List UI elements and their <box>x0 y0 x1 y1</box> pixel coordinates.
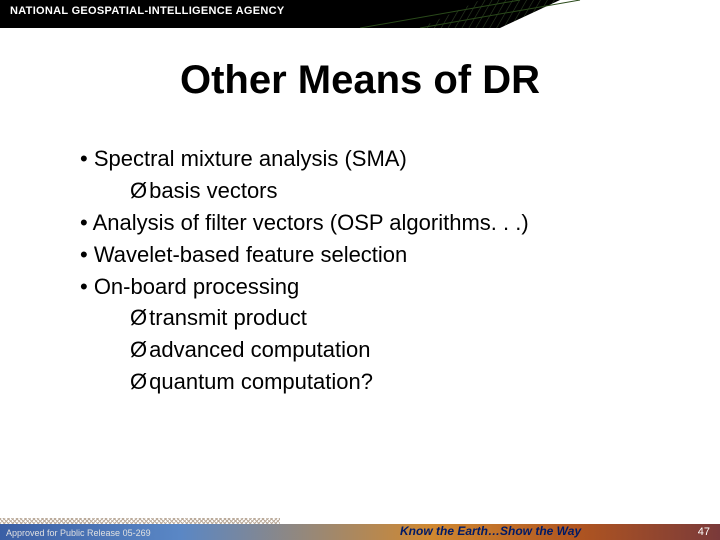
arrow-bullet-icon: Ø <box>130 178 147 203</box>
list-item-text: quantum computation? <box>149 369 373 394</box>
list-item-text: transmit product <box>149 305 307 330</box>
list-item-l2: Øbasis vectors <box>130 175 720 207</box>
header-bar: NATIONAL GEOSPATIAL-INTELLIGENCE AGENCY <box>0 0 720 28</box>
list-item-text: advanced computation <box>149 337 370 362</box>
list-item-l2: Øtransmit product <box>130 302 720 334</box>
footer-release-text: Approved for Public Release 05-269 <box>6 528 151 538</box>
arrow-bullet-icon: Ø <box>130 305 147 330</box>
footer: Approved for Public Release 05-269 Know … <box>0 516 720 540</box>
agency-label: NATIONAL GEOSPATIAL-INTELLIGENCE AGENCY <box>10 5 284 17</box>
list-item-l2: Øquantum computation? <box>130 366 720 398</box>
list-item-l1: • Wavelet-based feature selection <box>80 239 720 271</box>
list-item-l1: • Spectral mixture analysis (SMA) <box>80 143 720 175</box>
list-item-l1: • On-board processing <box>80 271 720 303</box>
slide-number: 47 <box>698 526 710 538</box>
list-item-l2: Øadvanced computation <box>130 334 720 366</box>
arrow-bullet-icon: Ø <box>130 369 147 394</box>
footer-tagline: Know the Earth…Show the Way <box>400 524 581 538</box>
header-accent-graphic <box>360 0 720 28</box>
content-body: • Spectral mixture analysis (SMA)Øbasis … <box>80 143 720 398</box>
slide-title: Other Means of DR <box>0 58 720 103</box>
list-item-text: basis vectors <box>149 178 277 203</box>
arrow-bullet-icon: Ø <box>130 337 147 362</box>
list-item-l1: • Analysis of filter vectors (OSP algori… <box>80 207 720 239</box>
